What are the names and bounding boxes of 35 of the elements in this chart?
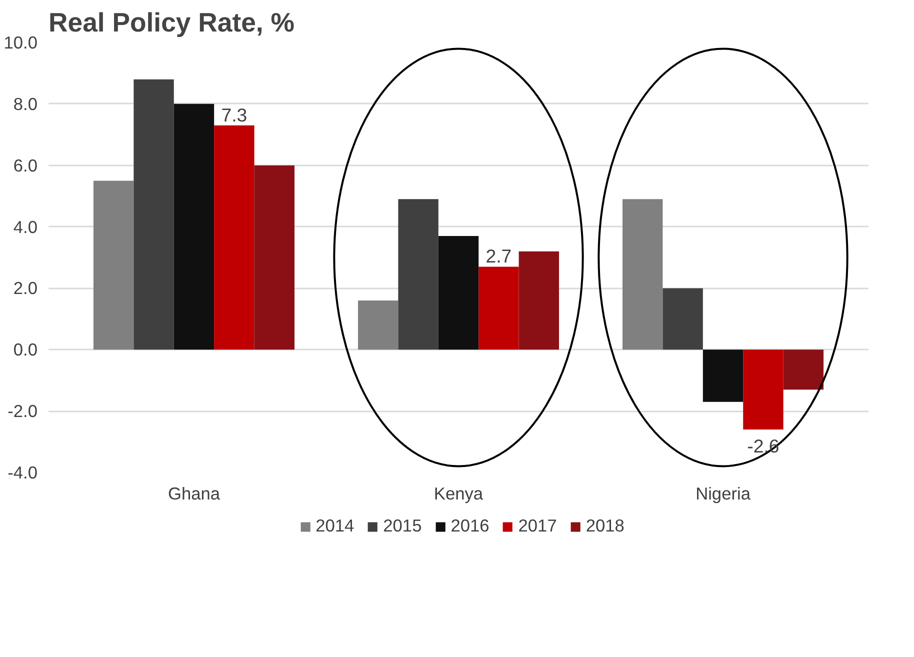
bar xyxy=(743,350,784,430)
y-tick-label: -4.0 xyxy=(8,462,38,482)
legend-label: 2016 xyxy=(450,516,490,536)
bar xyxy=(702,350,744,402)
bar xyxy=(134,79,174,350)
x-tick-label: Nigeria xyxy=(696,484,751,504)
y-tick-label: 2.0 xyxy=(13,278,38,298)
y-tick-label: -2.0 xyxy=(8,401,38,422)
data-label: -2.6 xyxy=(747,436,780,456)
data-label: 7.3 xyxy=(221,104,248,126)
y-tick-label: 0.0 xyxy=(13,340,38,360)
legend-label: 2015 xyxy=(383,516,422,536)
bar xyxy=(214,125,254,350)
bar xyxy=(622,199,663,350)
x-tick-label: Ghana xyxy=(168,484,220,504)
bar xyxy=(398,199,438,350)
y-tick-label: 6.0 xyxy=(13,155,38,176)
bar xyxy=(438,236,479,350)
bar xyxy=(478,266,519,350)
x-tick-label: Kenya xyxy=(434,484,484,504)
legend-label: 2014 xyxy=(316,516,354,536)
bar xyxy=(783,350,824,390)
legend-label: 2017 xyxy=(518,516,557,536)
chart-title: Real Policy Rate, % xyxy=(48,8,294,38)
bar xyxy=(662,288,703,350)
bar xyxy=(358,300,398,350)
y-tick-label: 8.0 xyxy=(13,94,38,114)
legend-label: 2018 xyxy=(586,516,624,536)
y-tick-label: 10.0 xyxy=(4,32,38,52)
bar xyxy=(518,251,560,350)
data-label: 2.7 xyxy=(486,246,512,267)
bar xyxy=(93,180,134,350)
y-tick-label: 4.0 xyxy=(13,216,38,237)
bar xyxy=(254,165,294,350)
bar xyxy=(174,104,214,350)
